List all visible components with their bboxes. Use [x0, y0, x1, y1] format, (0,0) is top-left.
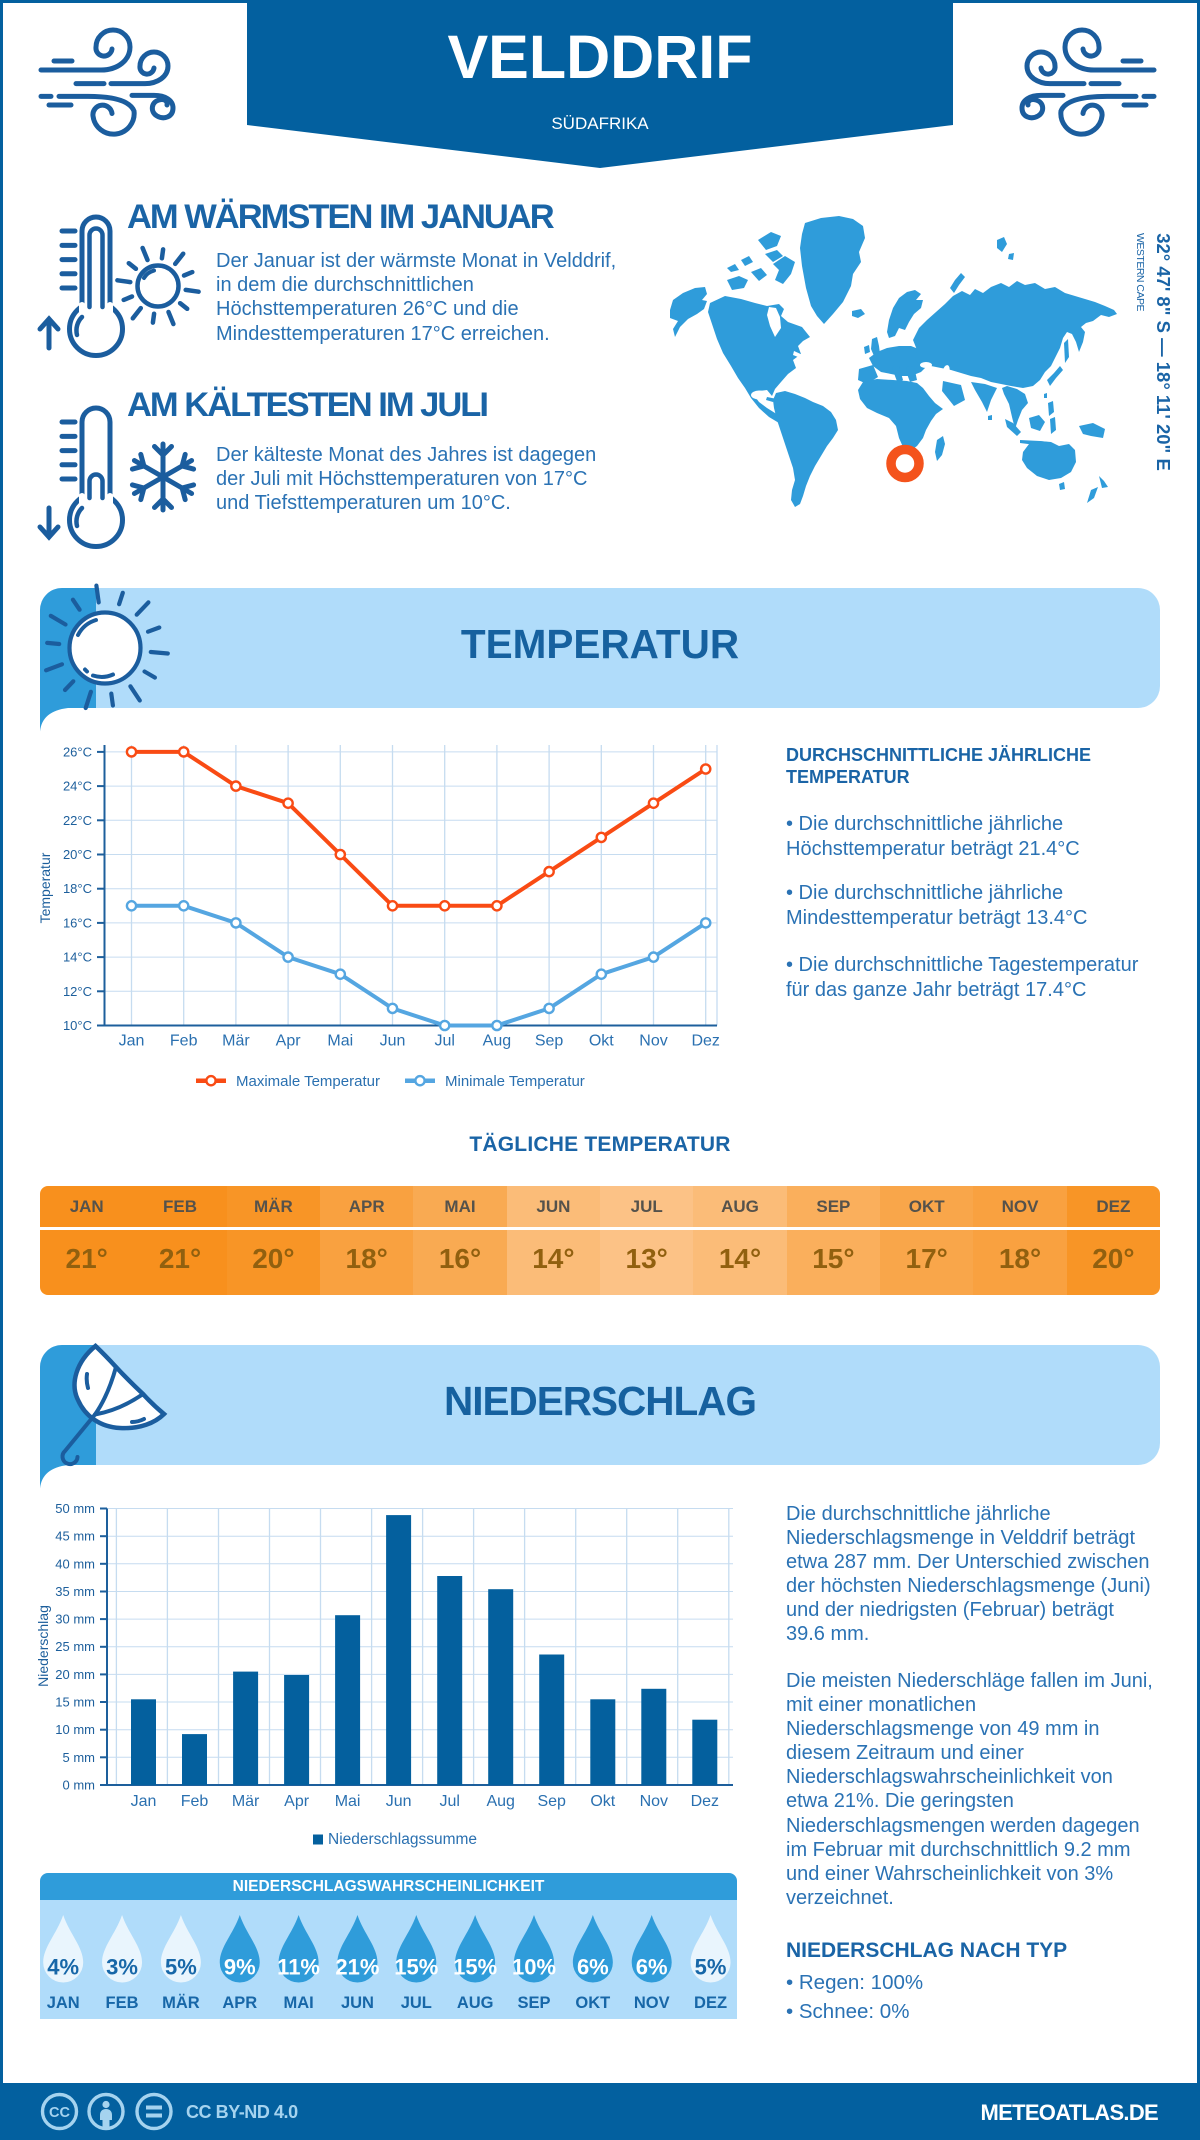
- svg-text:14°C: 14°C: [63, 950, 92, 965]
- svg-text:6%: 6%: [636, 1955, 668, 1980]
- svg-text:Temperatur: Temperatur: [37, 852, 53, 923]
- svg-text:JUL: JUL: [401, 1994, 432, 2012]
- svg-text:OKT: OKT: [575, 1994, 610, 2012]
- svg-text:10 mm: 10 mm: [55, 1722, 95, 1737]
- svg-text:Aug: Aug: [486, 1793, 514, 1810]
- svg-text:AUG: AUG: [457, 1994, 494, 2012]
- svg-text:Niederschlag: Niederschlag: [35, 1605, 51, 1687]
- svg-text:Mai: Mai: [327, 1033, 353, 1050]
- svg-text:26°C: 26°C: [63, 744, 92, 759]
- svg-text:Sep: Sep: [537, 1793, 566, 1810]
- svg-text:Jan: Jan: [131, 1793, 157, 1810]
- svg-text:Maximale Temperatur: Maximale Temperatur: [236, 1073, 380, 1090]
- svg-text:12°C: 12°C: [63, 984, 92, 999]
- svg-text:Jun: Jun: [386, 1793, 412, 1810]
- svg-text:15%: 15%: [453, 1955, 497, 1980]
- svg-text:22°C: 22°C: [63, 813, 92, 828]
- svg-text:45 mm: 45 mm: [55, 1529, 95, 1544]
- svg-text:50 mm: 50 mm: [55, 1501, 95, 1516]
- svg-text:CC: CC: [49, 2105, 70, 2121]
- svg-text:16°C: 16°C: [63, 915, 92, 930]
- svg-text:Apr: Apr: [276, 1033, 302, 1050]
- svg-text:5%: 5%: [695, 1955, 727, 1980]
- svg-text:9%: 9%: [224, 1955, 256, 1980]
- svg-text:10%: 10%: [512, 1955, 556, 1980]
- svg-text:4%: 4%: [47, 1955, 79, 1980]
- svg-text:NOV: NOV: [634, 1994, 670, 2012]
- svg-text:3%: 3%: [106, 1955, 138, 1980]
- svg-text:SEP: SEP: [517, 1994, 550, 2012]
- svg-text:Sep: Sep: [535, 1033, 564, 1050]
- svg-text:Niederschlagssumme: Niederschlagssumme: [328, 1831, 477, 1848]
- svg-text:35 mm: 35 mm: [55, 1584, 95, 1599]
- svg-text:Jul: Jul: [434, 1033, 454, 1050]
- svg-text:40 mm: 40 mm: [55, 1556, 95, 1571]
- svg-text:Dez: Dez: [691, 1033, 719, 1050]
- svg-text:Nov: Nov: [639, 1033, 667, 1050]
- svg-text:10°C: 10°C: [63, 1018, 92, 1033]
- svg-text:5 mm: 5 mm: [63, 1750, 96, 1765]
- svg-text:Feb: Feb: [181, 1793, 209, 1810]
- svg-text:Minimale Temperatur: Minimale Temperatur: [445, 1073, 585, 1090]
- svg-text:15%: 15%: [394, 1955, 438, 1980]
- svg-text:15 mm: 15 mm: [55, 1695, 95, 1710]
- svg-text:Dez: Dez: [691, 1793, 719, 1810]
- svg-text:Mär: Mär: [222, 1033, 250, 1050]
- svg-text:Apr: Apr: [284, 1793, 310, 1810]
- svg-text:CC BY-ND 4.0: CC BY-ND 4.0: [186, 2102, 298, 2122]
- svg-text:Okt: Okt: [590, 1793, 615, 1810]
- svg-text:Mai: Mai: [335, 1793, 361, 1810]
- svg-text:Feb: Feb: [170, 1033, 198, 1050]
- svg-text:5%: 5%: [165, 1955, 197, 1980]
- svg-text:Nov: Nov: [640, 1793, 668, 1810]
- svg-text:20°C: 20°C: [63, 847, 92, 862]
- svg-text:DEZ: DEZ: [694, 1994, 727, 2012]
- svg-text:6%: 6%: [577, 1955, 609, 1980]
- svg-text:18°C: 18°C: [63, 881, 92, 896]
- svg-text:0 mm: 0 mm: [63, 1778, 96, 1793]
- svg-text:11%: 11%: [277, 1955, 320, 1980]
- svg-text:Okt: Okt: [589, 1033, 614, 1050]
- svg-text:Jul: Jul: [439, 1793, 459, 1810]
- svg-text:FEB: FEB: [106, 1994, 139, 2012]
- svg-text:Mär: Mär: [232, 1793, 260, 1810]
- svg-text:JUN: JUN: [341, 1994, 374, 2012]
- svg-text:Jan: Jan: [119, 1033, 145, 1050]
- svg-text:20 mm: 20 mm: [55, 1667, 95, 1682]
- svg-text:APR: APR: [222, 1994, 257, 2012]
- svg-text:Jun: Jun: [380, 1033, 406, 1050]
- svg-text:MAI: MAI: [283, 1994, 313, 2012]
- svg-text:MÄR: MÄR: [162, 1994, 200, 2012]
- svg-text:24°C: 24°C: [63, 779, 92, 794]
- svg-text:25 mm: 25 mm: [55, 1639, 95, 1654]
- svg-text:Aug: Aug: [483, 1033, 511, 1050]
- svg-text:JAN: JAN: [47, 1994, 80, 2012]
- svg-text:30 mm: 30 mm: [55, 1612, 95, 1627]
- svg-text:21%: 21%: [335, 1955, 379, 1980]
